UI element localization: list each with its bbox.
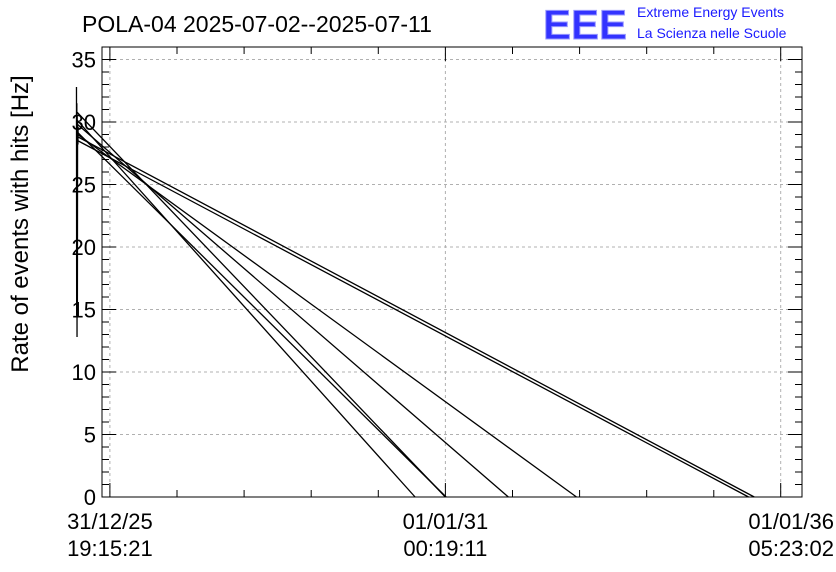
chart-title: POLA-04 2025-07-02--2025-07-11 — [82, 11, 432, 37]
y-tick-label: 20 — [72, 235, 96, 260]
y-axis-label: Rate of events with hits [Hz] — [7, 75, 34, 372]
x-tick-label-date: 01/01/36 — [748, 509, 834, 534]
y-tick-label: 25 — [72, 173, 96, 198]
y-tick-label: 10 — [72, 360, 96, 385]
x-tick-label-date: 31/12/25 — [67, 509, 153, 534]
x-tick-label-time: 00:19:11 — [403, 536, 487, 561]
y-tick-label: 15 — [72, 298, 96, 323]
y-tick-label: 35 — [72, 48, 96, 73]
eee-logo: EEE Extreme Energy Events La Scienza nel… — [543, 1, 787, 49]
y-tick-label: 30 — [72, 110, 96, 135]
x-tick-label-date: 01/01/31 — [403, 509, 489, 534]
series-line-7 — [77, 140, 749, 498]
series-line-2 — [75, 119, 416, 498]
x-tick-label-time: 19:15:21 — [67, 536, 153, 561]
series-line-1 — [75, 86, 79, 338]
series-line-8 — [77, 136, 755, 498]
series-line-6 — [77, 133, 577, 498]
eee-logo-line1: Extreme Energy Events — [637, 4, 784, 20]
eee-logo-mark: EEE — [543, 1, 627, 48]
y-tick-label: 5 — [84, 423, 96, 448]
series-group — [75, 86, 755, 498]
eee-logo-line2: La Scienza nelle Scuole — [637, 25, 787, 41]
series-line-4 — [76, 131, 447, 498]
y-tick-label: 0 — [84, 485, 96, 510]
axes — [101, 46, 803, 498]
plot-frame — [101, 46, 803, 498]
x-tick-label-time: 05:23:02 — [748, 536, 834, 561]
